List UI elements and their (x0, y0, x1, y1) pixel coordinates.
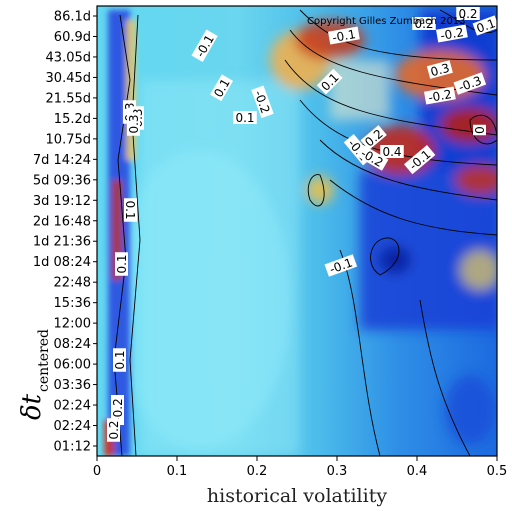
y-tick-label: 08:24 (54, 337, 91, 352)
contour-label-bg (328, 26, 360, 45)
y-tick-label: 22:48 (54, 276, 91, 291)
contour-label-text: -0.2 (111, 398, 125, 421)
contour-label-bg (324, 254, 358, 277)
contour-label: -0.2 (436, 24, 468, 43)
copyright-text: Copyright Gilles Zumbach 2013 (307, 16, 466, 27)
contour-label: 0.1 (233, 111, 257, 125)
x-tick-label: 0.1 (167, 464, 188, 479)
contour-label-bg (316, 68, 343, 95)
y-tick-label: 60.9d (54, 30, 91, 45)
x-axis-title: historical volatility (207, 485, 387, 507)
contour-label-text: 0.2 (414, 17, 433, 31)
y-tick-label: 12:00 (54, 317, 91, 332)
contour-label: 0.3 (127, 112, 141, 136)
y-tick-label: 06:00 (54, 358, 91, 373)
x-tick-label: 0.2 (247, 464, 268, 479)
heatmap-field (97, 6, 497, 456)
contour-label-bg (210, 74, 234, 102)
contour-label: 0.2 (107, 418, 121, 442)
y-axis-title-main: δt (17, 393, 47, 420)
contour-label: 0.1 (115, 252, 129, 276)
contour-label: 0.2 (456, 7, 480, 21)
contour-label: 0 (473, 124, 487, 136)
contour-label: 0.1 (123, 198, 137, 222)
contour-label-text: 0.1 (475, 16, 498, 36)
contour-label-bg (453, 72, 487, 95)
contour-label-text: 0.3 (429, 61, 451, 79)
contour-label-bg (251, 85, 274, 119)
y-tick-label: 43.05d (46, 50, 91, 65)
contour-label: -0.2 (111, 395, 125, 425)
contour-label-bg (127, 112, 140, 136)
contour-label: 0.3 (426, 60, 453, 79)
y-axis: 01:12 02:24 02:24 03:36 06:00 08:24 12:00 15:36… (33, 10, 97, 455)
y-tick-label: 02:24 (54, 419, 91, 434)
contour-label-bg (456, 7, 480, 20)
contour-label-text: 0.1 (235, 111, 254, 125)
y-tick-label: 15.2d (54, 112, 91, 127)
contour-label-bg (111, 395, 124, 425)
contour-label-text: -0.2 (439, 25, 464, 43)
contour-label: -0.2 (424, 86, 456, 105)
contour-label-bg (473, 124, 486, 136)
y-tick-label: 1d 08:24 (33, 255, 91, 270)
y-axis-title-sub: centered (36, 329, 52, 392)
y-tick-label: 03:36 (54, 378, 91, 393)
contour-label-bg (356, 144, 389, 171)
contour-label: 0.1 (113, 348, 127, 372)
contour-label-bg (113, 348, 126, 372)
contour-lines (113, 9, 497, 456)
y-tick-label: 02:24 (54, 399, 91, 414)
x-tick-label: 0.3 (327, 464, 348, 479)
contour-label: -0.1 (328, 26, 360, 45)
contour-label-text: 0.2 (107, 420, 121, 439)
y-tick-label: 1d 21:36 (33, 235, 91, 250)
contour-label-bg (424, 86, 456, 105)
x-tick-label: 0.4 (407, 464, 428, 479)
x-tick-label: 0 (93, 464, 101, 479)
y-tick-label: 5d 09:36 (33, 173, 91, 188)
y-tick-label: 01:12 (54, 440, 91, 455)
contour-label-text: 0.1 (115, 254, 129, 273)
contour-label-bg (115, 252, 128, 276)
contour-label: 0.2 (412, 17, 436, 31)
y-tick-label: 2d 16:48 (33, 214, 91, 229)
y-tick-label: 7d 14:24 (33, 153, 91, 168)
contour-label-bg (380, 145, 404, 158)
y-tick-label: 30.45d (46, 71, 91, 86)
y-tick-label: 21.55d (46, 91, 91, 106)
contour-label-text: 0.1 (113, 350, 127, 369)
contour-label-bg (426, 60, 453, 79)
contour-label-bg (412, 17, 436, 30)
y-tick-label: 10.75d (46, 132, 91, 147)
contour-label-bg (472, 15, 500, 36)
contour-label-bg (191, 29, 218, 62)
contour-label-bg (124, 198, 137, 222)
y-tick-label: 3d 19:12 (33, 194, 91, 209)
contour-label: 0.1 (472, 15, 500, 36)
contour-label-bg (360, 125, 387, 151)
contour-label-text: -0.1 (331, 27, 356, 45)
contour-label-text: 0.3 (127, 114, 141, 133)
contour-label-text: 0 (473, 126, 487, 134)
contour-label-bg (233, 111, 257, 124)
contour-labels: -0.10.2-0.10.1-0.20.10.3-0.3-0.20.10.30.… (107, 7, 500, 442)
y-tick-label: 86.1d (54, 10, 91, 25)
y-axis-title: δt centered (17, 329, 52, 420)
x-tick-label: 0.5 (487, 464, 508, 479)
contour-label-bg (404, 144, 436, 175)
contour-label-text: 0.4 (382, 145, 401, 159)
x-axis: 0 0.1 0.2 0.3 0.4 0.5 (93, 456, 507, 479)
contour-label-bg (107, 418, 120, 442)
y-tick-label: 15:36 (54, 296, 91, 311)
contour-label-bg (436, 24, 468, 43)
contour-label-text: 0.2 (458, 7, 477, 21)
contour-label-text: -0.2 (427, 87, 452, 105)
plot-frame (96, 5, 498, 457)
contour-label: 0.4 (380, 145, 404, 159)
contour-label-text: 0.1 (123, 200, 137, 219)
